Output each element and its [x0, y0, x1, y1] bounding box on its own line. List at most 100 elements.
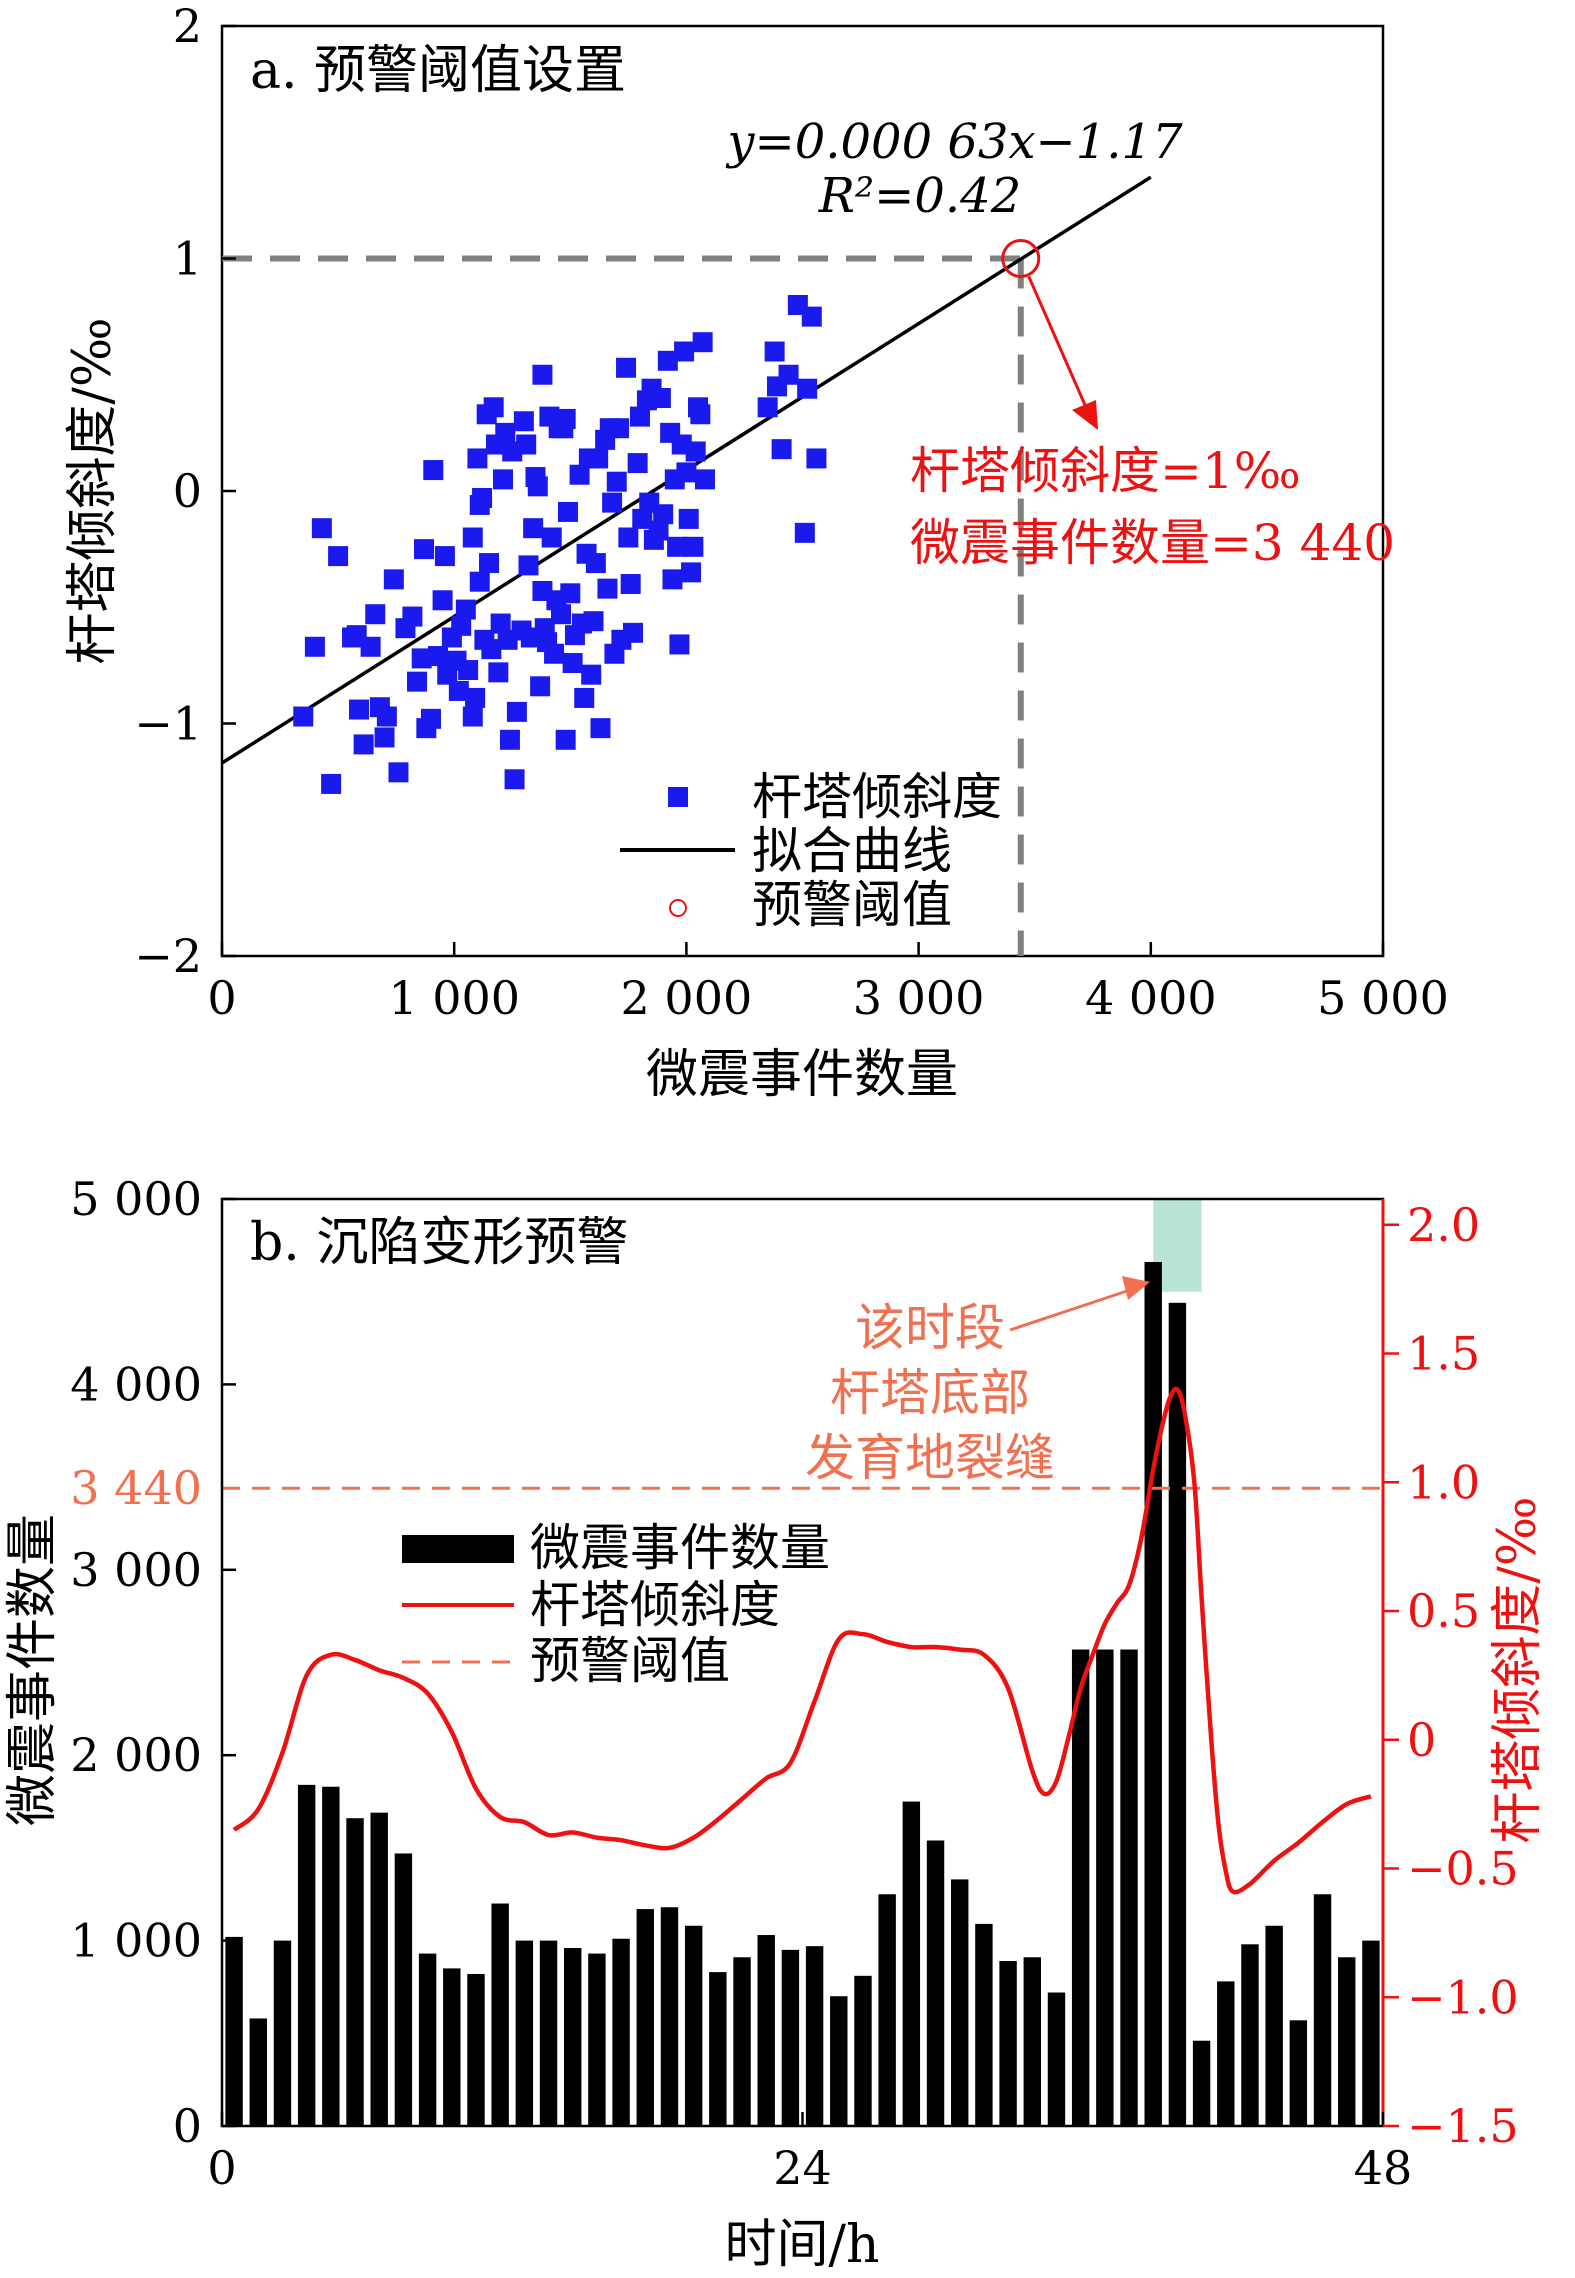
- panel-b-bars: [225, 1262, 1380, 2126]
- x-tick-label: 5 000: [1317, 971, 1449, 1025]
- panel-a-y-ticks: −2 −1 0 1 2: [134, 0, 236, 983]
- bar: [418, 1953, 437, 2126]
- data-point: [311, 518, 332, 539]
- panel-b-tilt-curve-group: [232, 1386, 1372, 1895]
- bar: [297, 1784, 316, 2126]
- data-point: [467, 448, 488, 469]
- legend-threshold-label: 预警阈值: [530, 1632, 730, 1690]
- data-point: [681, 562, 702, 583]
- bar: [443, 1968, 461, 2126]
- data-point: [609, 418, 630, 439]
- bar: [1023, 1957, 1041, 2126]
- right-tick-label: −0.5: [1407, 1842, 1519, 1896]
- bar: [854, 1975, 872, 2126]
- right-tick-label: 1.5: [1407, 1327, 1480, 1381]
- panel-a-fit-r2: R²=0.42: [818, 168, 1021, 224]
- data-point: [432, 590, 453, 611]
- bar: [926, 1840, 945, 2126]
- annotation-arrow-line: [1009, 1288, 1131, 1332]
- bar: [612, 1938, 630, 2126]
- annotation-line-3: 发育地裂缝: [805, 1429, 1055, 1487]
- x-tick-label: 4 000: [1085, 971, 1217, 1025]
- x-tick-label: 3 000: [853, 971, 985, 1025]
- annotation-line-2: 杆塔底部: [830, 1364, 1030, 1422]
- data-point: [620, 574, 641, 594]
- data-point: [551, 604, 572, 625]
- legend-threshold-label: 预警阈值: [752, 876, 952, 934]
- left-tick-label: 3 000: [70, 1543, 202, 1597]
- data-point: [293, 706, 314, 727]
- data-point: [462, 706, 483, 727]
- bar: [1289, 2020, 1308, 2126]
- data-point: [532, 364, 553, 385]
- data-point: [376, 706, 397, 727]
- data-point: [499, 729, 520, 750]
- x-tick-label: 2 000: [621, 971, 753, 1025]
- data-point: [353, 734, 374, 755]
- data-point: [557, 501, 578, 522]
- bar: [1096, 1649, 1114, 2126]
- panel-b-bar-line-chart: 0 24 48 0 1 000 2 000 3 000 4 000 5 000 3 440 −1…: [3, 1172, 1548, 2275]
- bar: [1338, 1957, 1356, 2126]
- data-point: [462, 527, 483, 548]
- right-tick-label: 0: [1407, 1713, 1436, 1767]
- data-point: [383, 569, 404, 590]
- panel-b-x-axis-title: 时间/h: [724, 2215, 879, 2275]
- data-point: [678, 508, 699, 529]
- data-point: [778, 364, 799, 385]
- legend-bar-swatch: [402, 1535, 514, 1563]
- data-point: [483, 397, 504, 418]
- bar: [781, 1949, 800, 2126]
- panel-a-legend: 杆塔倾斜度 拟合曲线 预警阈值: [620, 768, 1002, 934]
- data-point: [692, 332, 713, 353]
- bar: [225, 1936, 243, 2126]
- data-point: [360, 636, 381, 657]
- data-point: [523, 518, 544, 539]
- bar: [1120, 1649, 1138, 2126]
- right-tick-label: −1.5: [1407, 2099, 1519, 2153]
- threshold-tick-label: 3 440: [70, 1461, 202, 1515]
- threshold-arrow-line: [1027, 275, 1087, 406]
- bar: [322, 1786, 340, 2126]
- bar: [636, 1909, 654, 2126]
- bar: [660, 1907, 679, 2126]
- data-point: [629, 406, 650, 427]
- data-point: [588, 448, 609, 469]
- bar: [1047, 1992, 1066, 2126]
- bar: [733, 1957, 751, 2126]
- data-point: [516, 434, 537, 455]
- data-point: [562, 653, 583, 674]
- y-tick-label: −1: [134, 697, 202, 751]
- bar: [999, 1960, 1017, 2126]
- bar: [975, 1923, 993, 2126]
- threshold-marker: [1001, 239, 1041, 278]
- bar: [467, 1973, 485, 2126]
- data-point: [304, 636, 325, 657]
- data-point: [806, 448, 827, 469]
- data-point: [676, 462, 697, 483]
- data-point: [574, 687, 595, 708]
- data-point: [581, 664, 602, 685]
- data-point: [771, 439, 792, 460]
- bar: [346, 1818, 364, 2126]
- annotation-line-1: 该时段: [855, 1299, 1005, 1357]
- data-point: [797, 378, 818, 399]
- bar: [902, 1801, 921, 2126]
- data-point: [667, 536, 688, 557]
- data-point: [597, 578, 618, 599]
- bar: [588, 1953, 606, 2126]
- bar: [491, 1903, 509, 2126]
- x-tick-label: 1 000: [388, 971, 520, 1025]
- data-point: [328, 546, 349, 567]
- data-point: [495, 422, 516, 443]
- data-point: [414, 539, 435, 560]
- data-point: [569, 464, 590, 485]
- data-point: [657, 350, 678, 371]
- data-point: [321, 773, 342, 794]
- y-tick-label: 0: [173, 464, 202, 518]
- data-point: [411, 648, 432, 669]
- right-tick-label: 0.5: [1407, 1584, 1480, 1638]
- panel-b-left-ticks: 0 1 000 2 000 3 000 4 000 5 000 3 440: [70, 1172, 236, 2153]
- data-point: [434, 546, 455, 567]
- data-point: [527, 476, 548, 497]
